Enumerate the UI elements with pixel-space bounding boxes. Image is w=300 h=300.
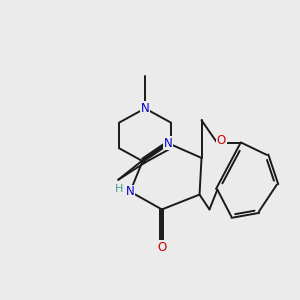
- Text: N: N: [141, 102, 149, 115]
- Text: N: N: [164, 136, 172, 150]
- Text: N: N: [126, 185, 135, 198]
- Text: O: O: [157, 241, 167, 254]
- Text: O: O: [217, 134, 226, 147]
- Text: H: H: [115, 184, 124, 194]
